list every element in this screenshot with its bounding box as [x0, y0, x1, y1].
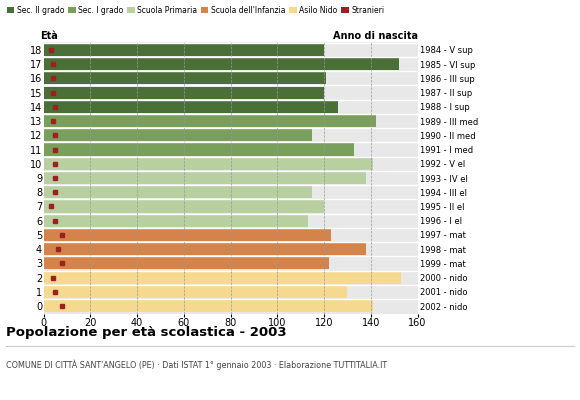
Bar [44, 144, 354, 156]
Bar [44, 257, 329, 270]
Bar [44, 300, 373, 312]
Text: Popolazione per età scolastica - 2003: Popolazione per età scolastica - 2003 [6, 326, 287, 339]
Bar [44, 115, 375, 127]
Bar [44, 101, 338, 113]
Bar [44, 86, 324, 99]
Bar [44, 200, 324, 212]
Bar [44, 172, 366, 184]
Bar [44, 129, 313, 141]
Bar [44, 72, 327, 84]
Bar [44, 286, 347, 298]
Text: COMUNE DI CITTÀ SANT'ANGELO (PE) · Dati ISTAT 1° gennaio 2003 · Elaborazione TUT: COMUNE DI CITTÀ SANT'ANGELO (PE) · Dati … [6, 360, 387, 370]
Bar [44, 58, 399, 70]
Bar [44, 243, 366, 255]
Bar [44, 158, 373, 170]
Legend: Sec. II grado, Sec. I grado, Scuola Primaria, Scuola dell'Infanzia, Asilo Nido, : Sec. II grado, Sec. I grado, Scuola Prim… [7, 6, 384, 15]
Bar [44, 272, 401, 284]
Bar [44, 229, 331, 241]
Bar [44, 44, 324, 56]
Bar [44, 186, 313, 198]
Text: Anno di nascita: Anno di nascita [332, 31, 418, 41]
Text: Età: Età [40, 31, 57, 41]
Bar [44, 215, 308, 227]
